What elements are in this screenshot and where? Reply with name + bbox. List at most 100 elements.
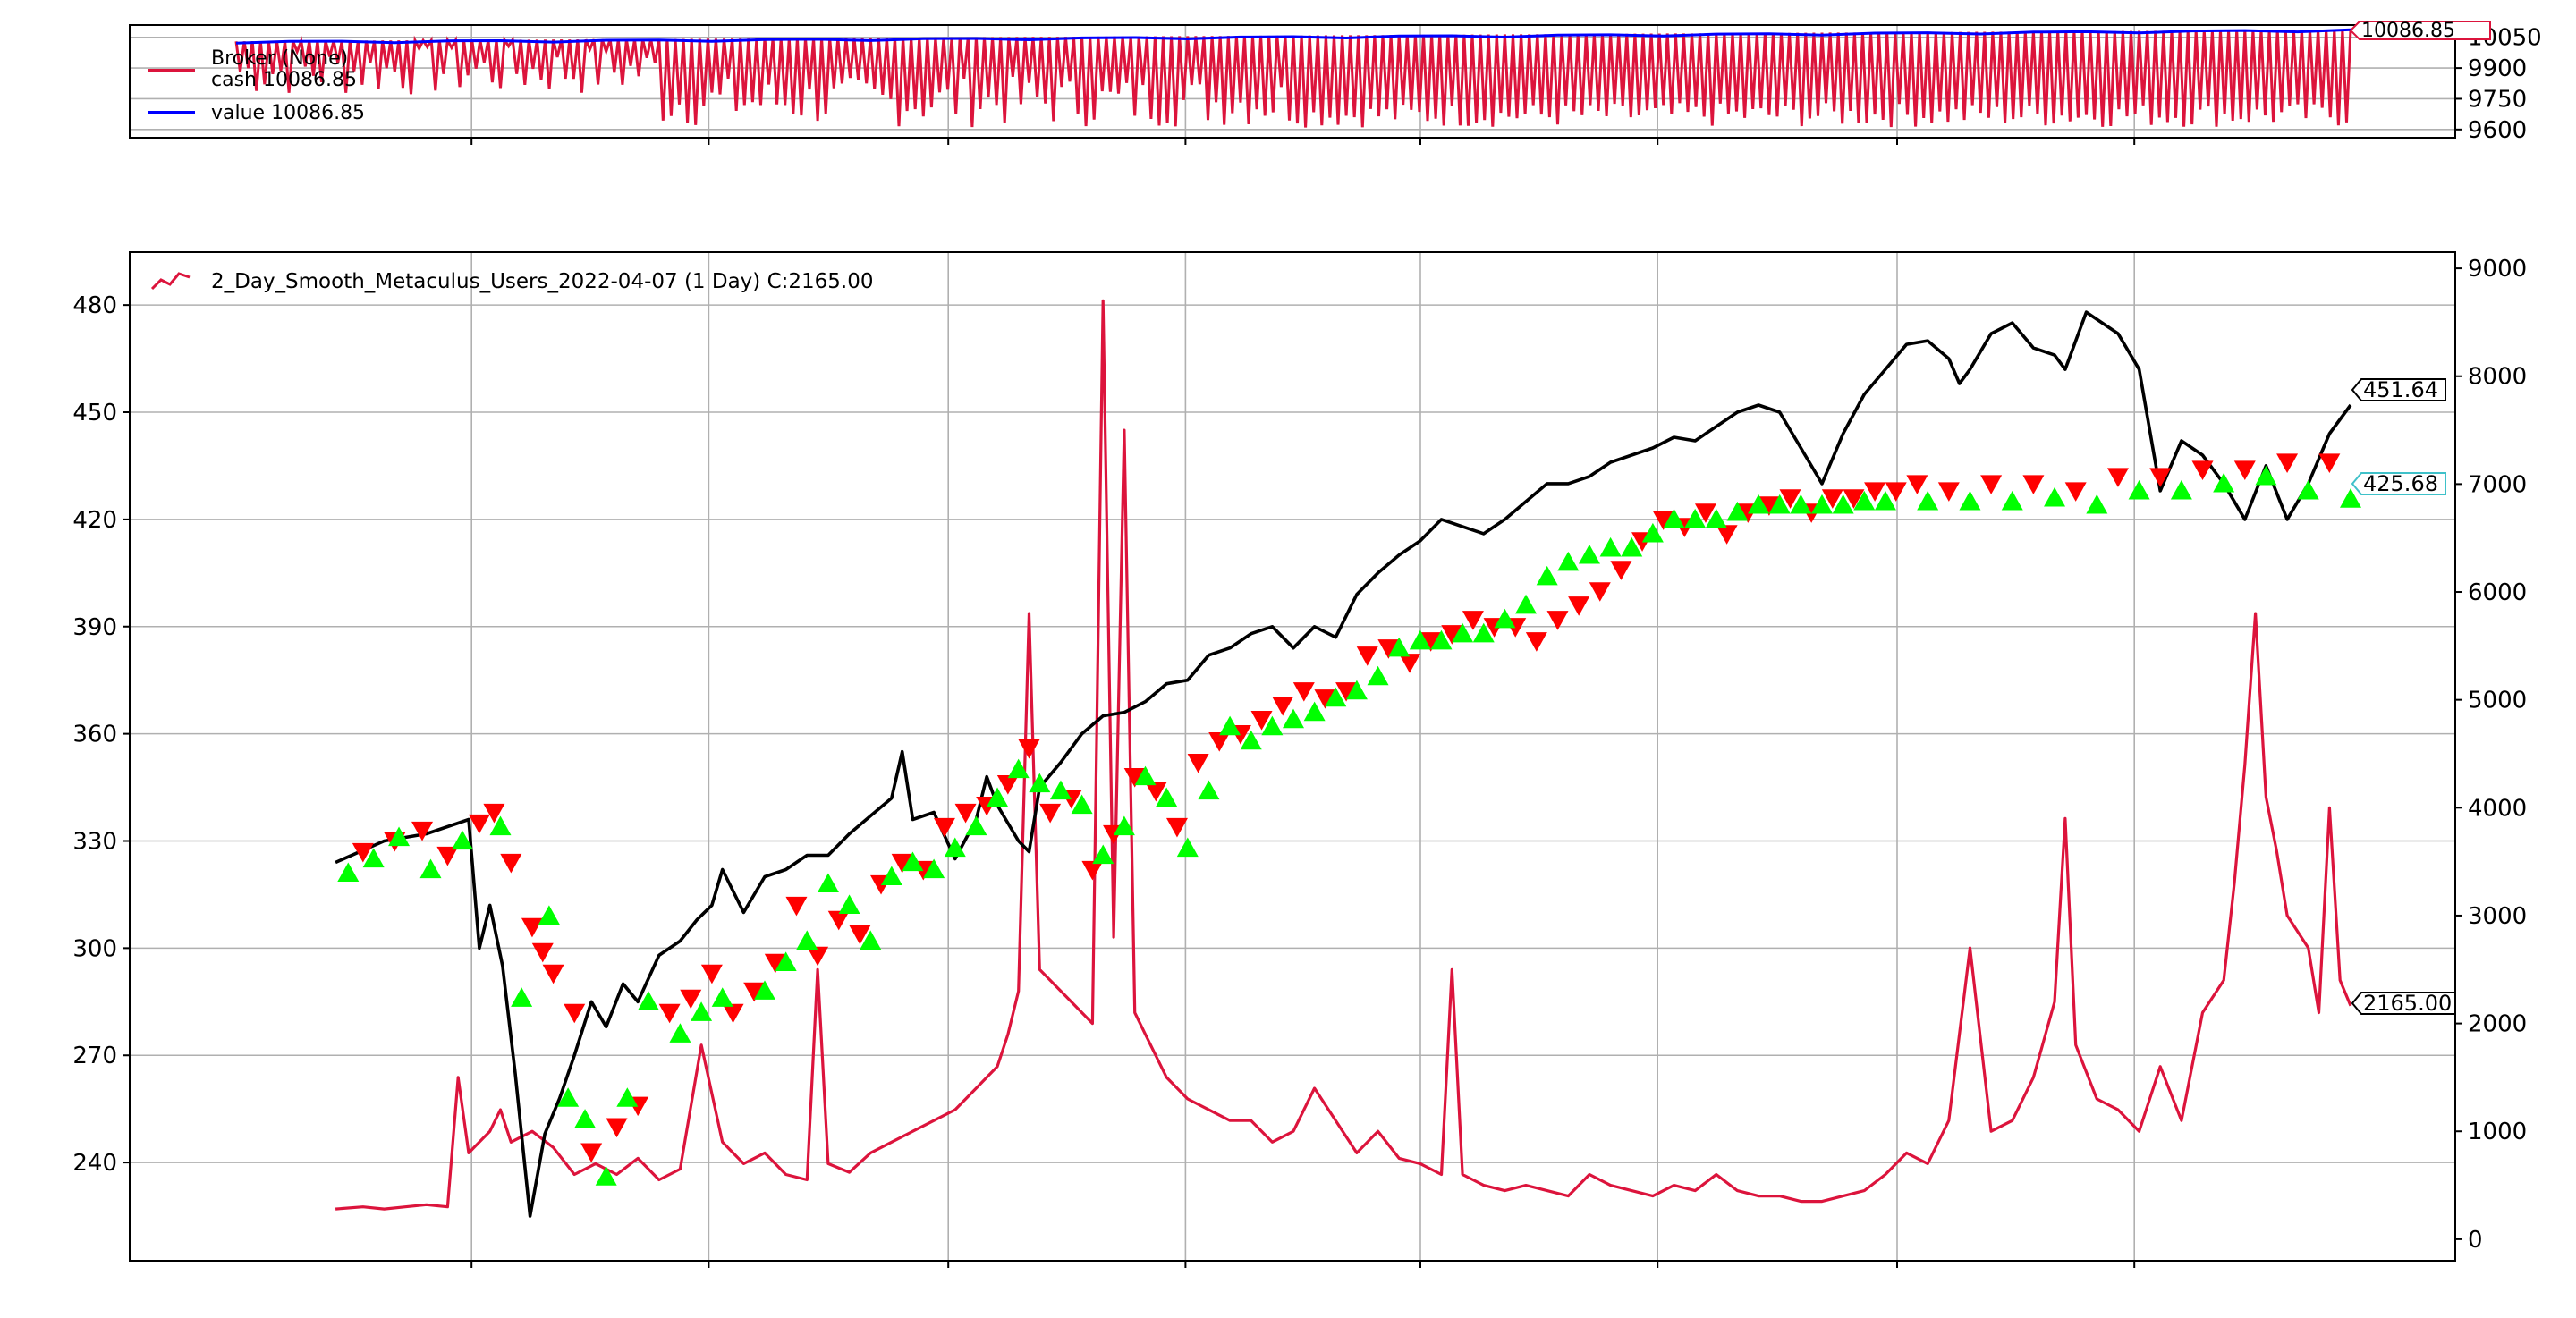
- sell-marker: [1208, 732, 1231, 752]
- buy-marker: [2170, 479, 2192, 500]
- buy-marker: [711, 987, 733, 1007]
- sell-marker: [2149, 468, 2172, 487]
- sell-marker: [1864, 482, 1886, 502]
- broker-legend: Broker (None) cash 10086.85 value 10086.…: [148, 47, 365, 124]
- buy-marker: [2255, 465, 2277, 486]
- volume-tag: 2165.00: [2351, 991, 2456, 1016]
- volume-line-path: [335, 299, 2352, 1211]
- right-ytick-label: 3000: [2468, 903, 2527, 930]
- buy-marker: [1557, 551, 1580, 571]
- sell-marker: [1652, 511, 1674, 530]
- buy-marker: [796, 930, 818, 950]
- broker-ytick-label: 9900: [2468, 55, 2527, 82]
- sell-marker: [1250, 711, 1273, 731]
- price-plot-frame: [129, 251, 2456, 1262]
- sell-marker: [436, 846, 459, 866]
- buy-marker: [817, 873, 839, 893]
- left-ytick-label: 330: [72, 828, 117, 855]
- left-ytick-label: 390: [72, 614, 117, 641]
- sell-marker: [1906, 475, 1928, 494]
- broker-ytick-label: 9600: [2468, 117, 2527, 144]
- buy-marker: [1515, 594, 1538, 614]
- buy-marker: [419, 858, 442, 879]
- sell-marker: [500, 853, 522, 874]
- sell-marker: [1716, 525, 1738, 545]
- sell-marker: [1758, 496, 1780, 516]
- sell-marker: [352, 842, 374, 863]
- buy-marker: [557, 1087, 580, 1107]
- sell-marker: [722, 1003, 744, 1024]
- sell-marker: [483, 803, 505, 824]
- right-ytick-label: 7000: [2468, 471, 2527, 498]
- buy-marker: [1156, 787, 1178, 807]
- sell-marker: [658, 1003, 681, 1024]
- left-ytick-label: 300: [72, 935, 117, 962]
- legend-value-label: value 10086.85: [211, 102, 365, 124]
- buy-marker: [2044, 486, 2066, 507]
- sell-marker: [411, 821, 434, 841]
- sell-marker: [891, 853, 913, 874]
- buy-marker: [1219, 715, 1241, 736]
- buy-marker: [669, 1023, 691, 1043]
- buy-marker: [1959, 490, 1981, 511]
- left-ytick-label: 240: [72, 1150, 117, 1177]
- sell-marker: [1145, 782, 1167, 802]
- broker-tag-box: [2349, 21, 2491, 40]
- price-grid: [130, 252, 2455, 1261]
- sell-marker: [2276, 453, 2299, 473]
- buy-marker: [923, 858, 945, 879]
- buy-marker: [337, 862, 360, 883]
- buy-marker: [880, 866, 902, 886]
- left-ytick-label: 420: [72, 507, 117, 534]
- buy-marker: [1388, 637, 1411, 657]
- buy-marker: [1874, 490, 1896, 511]
- buy-marker: [775, 951, 797, 971]
- sell-marker: [1843, 489, 1865, 509]
- buy-marker: [616, 1087, 639, 1107]
- broker-last-value-tag: 10086.85: [2349, 20, 2491, 42]
- buy-marker: [754, 980, 775, 1000]
- sell-marker: [1462, 611, 1484, 630]
- buy-markers: [337, 465, 2361, 1186]
- sell-marker: [1356, 646, 1378, 666]
- sell-marker: [564, 1003, 586, 1024]
- sell-marker: [1779, 489, 1801, 509]
- price-legend: 2_Day_Smooth_Metaculus_Users_2022-04-07 …: [150, 270, 874, 293]
- sell-marker: [1419, 632, 1442, 652]
- sell-marker: [1546, 611, 1569, 630]
- sell-marker: [743, 982, 766, 1002]
- price-x-ticks: [470, 1261, 2136, 1268]
- buy-marker: [1113, 815, 1135, 836]
- buy-marker: [1917, 490, 1939, 511]
- buy-marker: [1748, 494, 1770, 514]
- buy-marker: [1472, 622, 1495, 643]
- close-price-tag: 451.64: [2351, 377, 2446, 402]
- sell-marker: [1525, 632, 1547, 652]
- sell-marker: [933, 817, 955, 838]
- buy-marker: [1345, 680, 1368, 700]
- close-price-line: [335, 310, 2352, 1218]
- buy-marker: [1007, 758, 1030, 779]
- sell-marker: [1694, 503, 1716, 523]
- sell-marker: [521, 917, 543, 938]
- right-ytick-label: 4000: [2468, 795, 2527, 822]
- sell-marker: [2191, 460, 2214, 480]
- buy-marker: [1092, 844, 1114, 865]
- left-ytick-label: 450: [72, 400, 117, 427]
- volume-line: [335, 299, 2352, 1211]
- buy-marker: [1599, 536, 1622, 557]
- buy-marker: [1790, 494, 1812, 514]
- sell-marker: [1081, 860, 1104, 881]
- buy-marker: [2213, 472, 2235, 493]
- buy-marker: [489, 815, 512, 836]
- buy-marker: [1641, 522, 1664, 543]
- sell-marker: [1187, 753, 1209, 773]
- right-ytick-label: 6000: [2468, 579, 2527, 606]
- sell-marker: [2233, 460, 2256, 480]
- broker-ytick-label: 9750: [2468, 86, 2527, 113]
- buy-marker: [2086, 494, 2108, 514]
- sell-marker: [1937, 482, 1960, 502]
- buy-marker: [1853, 490, 1876, 511]
